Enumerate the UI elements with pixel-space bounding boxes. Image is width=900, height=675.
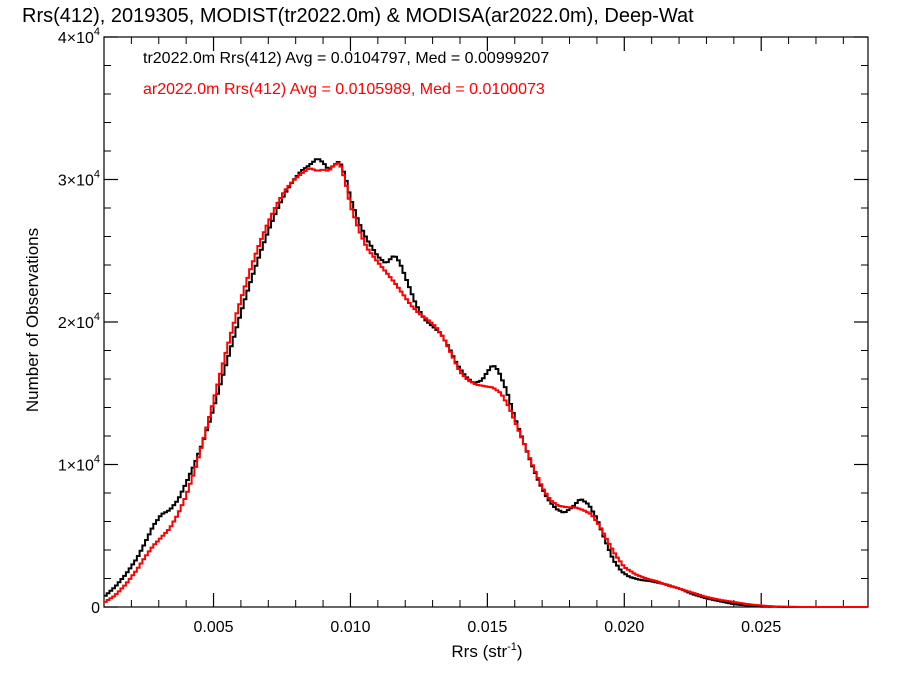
y-tick-label: 4×104 bbox=[58, 26, 100, 47]
series-line-ar2022 bbox=[104, 162, 868, 608]
y-axis-ticks: 0 1×104 2×104 3×104 4×104 bbox=[58, 26, 868, 617]
legend-entry-ar2022: ar2022.0m Rrs(412) Avg = 0.0105989, Med … bbox=[143, 81, 545, 98]
x-tick-label: 0.020 bbox=[604, 619, 644, 636]
chart-title: Rrs(412), 2019305, MODIST(tr2022.0m) & M… bbox=[22, 5, 694, 27]
legend-entry-tr2022: tr2022.0m Rrs(412) Avg = 0.0104797, Med … bbox=[143, 50, 549, 67]
y-tick-label: 0 bbox=[91, 600, 100, 617]
y-tick-label: 3×104 bbox=[58, 169, 100, 190]
plot-border bbox=[103, 36, 869, 608]
y-axis-label: Number of Observations bbox=[23, 228, 42, 412]
x-tick-label: 0.015 bbox=[467, 619, 507, 636]
x-axis-ticks: 0.005 0.010 0.015 0.020 0.025 bbox=[103, 37, 844, 636]
y-tick-label: 2×104 bbox=[58, 311, 100, 332]
x-tick-label: 0.025 bbox=[741, 619, 781, 636]
x-tick-label: 0.010 bbox=[330, 619, 370, 636]
x-axis-label: Rrs (str-1) bbox=[451, 641, 522, 661]
x-tick-label: 0.005 bbox=[194, 619, 234, 636]
y-tick-label: 1×104 bbox=[58, 454, 100, 475]
series-layer bbox=[104, 158, 868, 608]
plot-frame bbox=[103, 36, 869, 608]
